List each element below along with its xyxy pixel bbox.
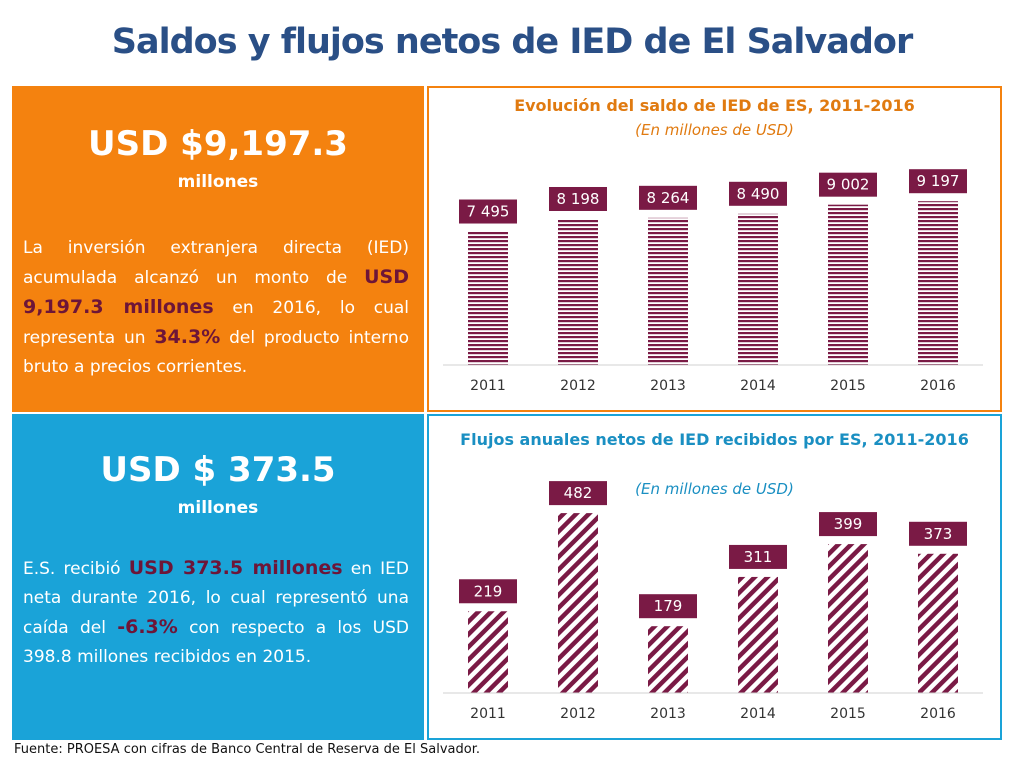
flow-bar-chart: 219 2011 482 2012 179 2013 311 2014 399 2015 373 20… xyxy=(443,481,983,722)
x-tick-2014: 2014 xyxy=(740,706,776,722)
bar-2011 xyxy=(468,611,508,693)
flow-chart-panel: Flujos anuales netos de IED recibidos po… xyxy=(427,414,1002,740)
data-label-box-2013 xyxy=(639,185,697,210)
stock-chart-subtitle: (En millones de USD) xyxy=(635,121,794,139)
data-label-box-2015 xyxy=(819,172,877,197)
x-tick-2013: 2013 xyxy=(650,378,686,394)
x-tick-2015: 2015 xyxy=(830,706,866,722)
flow-highlight-percent: -6.3% xyxy=(117,616,178,638)
bar-2016 xyxy=(918,553,958,693)
flow-chart-title: Flujos anuales netos de IED recibidos po… xyxy=(460,430,969,449)
bar-2014 xyxy=(738,576,778,693)
data-label-2016: 9 197 xyxy=(917,172,960,190)
x-tick-2016: 2016 xyxy=(920,706,956,722)
x-tick-2011: 2011 xyxy=(470,706,506,722)
data-label-box-2016 xyxy=(909,521,967,546)
stock-chart-panel: Evolución del saldo de IED de ES, 2011-2… xyxy=(427,86,1002,412)
x-tick-2011: 2011 xyxy=(470,378,506,394)
bar-2012 xyxy=(558,218,598,365)
data-label-2016: 373 xyxy=(924,525,953,543)
data-label-box-2012 xyxy=(549,186,607,211)
bar-2013 xyxy=(648,217,688,365)
flow-text-3: con respecto a los USD 398.8 millones re… xyxy=(23,618,410,667)
data-label-2011: 219 xyxy=(474,582,503,600)
stock-highlight-amount: USD 9,197.3 millones xyxy=(23,266,409,318)
bar-2011 xyxy=(468,231,508,365)
bar-2012 xyxy=(558,513,598,693)
flow-text-2: en IED neta durante 2016, lo cual repres… xyxy=(23,559,409,638)
data-label-2015: 9 002 xyxy=(827,176,870,194)
x-tick-2012: 2012 xyxy=(560,378,596,394)
data-label-box-2014 xyxy=(729,544,787,569)
data-label-2013: 8 264 xyxy=(647,189,690,207)
stock-summary-panel: USD $9,197.3 millones La inversión extra… xyxy=(12,86,424,412)
bar-2013 xyxy=(648,626,688,693)
flow-unit: millones xyxy=(177,498,259,518)
x-tick-2016: 2016 xyxy=(920,378,956,394)
stock-highlight-percent: 34.3% xyxy=(154,326,221,348)
source-note: Fuente: PROESA con cifras de Banco Centr… xyxy=(14,742,480,757)
data-label-box-2013 xyxy=(639,594,697,619)
flow-highlight-amount: USD 373.5 millones xyxy=(128,557,343,579)
x-tick-2012: 2012 xyxy=(560,706,596,722)
stock-unit: millones xyxy=(177,172,259,192)
data-label-2014: 8 490 xyxy=(737,185,780,203)
data-label-box-2012 xyxy=(549,481,607,506)
stock-text-2: en 2016, lo cual representa un xyxy=(23,298,410,348)
stock-text-3: del producto interno bruto a precios cor… xyxy=(23,328,409,377)
data-label-2013: 179 xyxy=(654,597,683,615)
data-label-box-2011 xyxy=(459,579,517,604)
data-label-2012: 8 198 xyxy=(557,190,600,208)
stock-chart-title: Evolución del saldo de IED de ES, 2011-2… xyxy=(514,96,915,115)
bar-2016 xyxy=(918,201,958,365)
stock-text-1: La inversión extranjera directa (IED) ac… xyxy=(23,238,409,288)
stock-bar-chart: 7 495 2011 8 198 2012 8 264 2013 8 490 2014 9 00… xyxy=(443,169,983,394)
data-label-2015: 399 xyxy=(834,515,863,533)
x-tick-2013: 2013 xyxy=(650,706,686,722)
flow-text-1: E.S. recibió xyxy=(23,559,129,579)
page-title: Saldos y flujos netos de IED de El Salva… xyxy=(111,22,913,62)
data-label-2014: 311 xyxy=(744,548,773,566)
x-tick-2015: 2015 xyxy=(830,378,866,394)
flow-description: E.S. recibió USD 373.5 millones en IED n… xyxy=(23,554,409,672)
flow-chart-subtitle: (En millones de USD) xyxy=(635,480,794,498)
data-label-2011: 7 495 xyxy=(467,203,510,221)
stock-amount: USD $9,197.3 xyxy=(88,124,348,164)
x-tick-2014: 2014 xyxy=(740,378,776,394)
bar-2014 xyxy=(738,213,778,365)
data-label-box-2015 xyxy=(819,512,877,537)
data-label-2012: 482 xyxy=(564,484,593,502)
data-label-box-2016 xyxy=(909,169,967,194)
data-label-box-2014 xyxy=(729,181,787,206)
flow-summary-panel: USD $ 373.5 millones E.S. recibió USD 37… xyxy=(12,414,424,740)
stock-description: La inversión extranjera directa (IED) ac… xyxy=(23,234,409,382)
flow-amount: USD $ 373.5 xyxy=(100,450,336,490)
bar-2015 xyxy=(828,544,868,693)
data-label-box-2011 xyxy=(459,199,517,224)
bar-2015 xyxy=(828,204,868,365)
